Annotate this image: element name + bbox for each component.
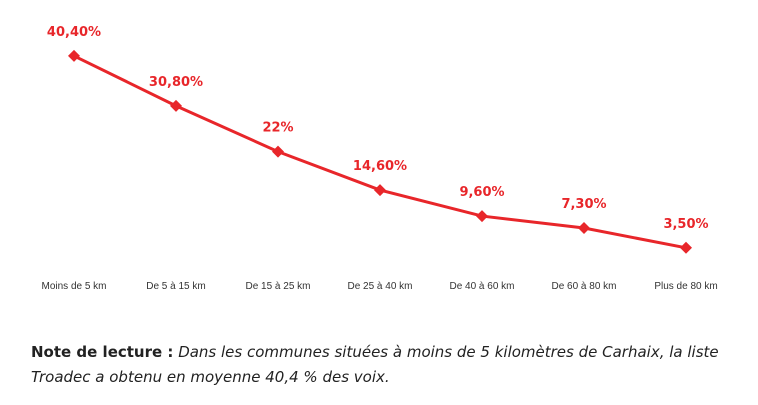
x-tick-label: Moins de 5 km	[41, 281, 106, 292]
data-label: 7,30%	[561, 197, 606, 212]
data-label: 40,40%	[47, 25, 101, 40]
x-tick-label: De 40 à 60 km	[449, 281, 514, 292]
data-point	[578, 222, 590, 235]
x-tick-label: De 5 à 15 km	[146, 281, 205, 292]
data-point	[374, 184, 386, 197]
data-label: 30,80%	[149, 75, 203, 90]
data-label: 9,60%	[459, 185, 504, 200]
data-point	[476, 210, 488, 223]
data-point	[680, 241, 692, 254]
note-label: Note de lecture :	[31, 343, 174, 361]
x-tick-label: Plus de 80 km	[654, 281, 717, 292]
data-label: 3,50%	[663, 217, 708, 232]
data-label: 14,60%	[353, 159, 407, 174]
reading-note: Note de lecture : Dans les communes situ…	[31, 340, 751, 390]
x-tick-label: De 60 à 80 km	[551, 281, 616, 292]
data-point	[272, 145, 284, 158]
note-text: Dans les communes situées à moins de 5 k…	[31, 343, 719, 386]
line-chart: 40,40% Moins de 5 km 30,80% De 5 à 15 km 22%…	[41, 25, 717, 292]
data-point	[68, 49, 80, 62]
x-tick-label: De 15 à 25 km	[245, 281, 310, 292]
x-tick-label: De 25 à 40 km	[347, 281, 412, 292]
data-point	[170, 99, 182, 112]
data-label: 22%	[262, 121, 293, 136]
